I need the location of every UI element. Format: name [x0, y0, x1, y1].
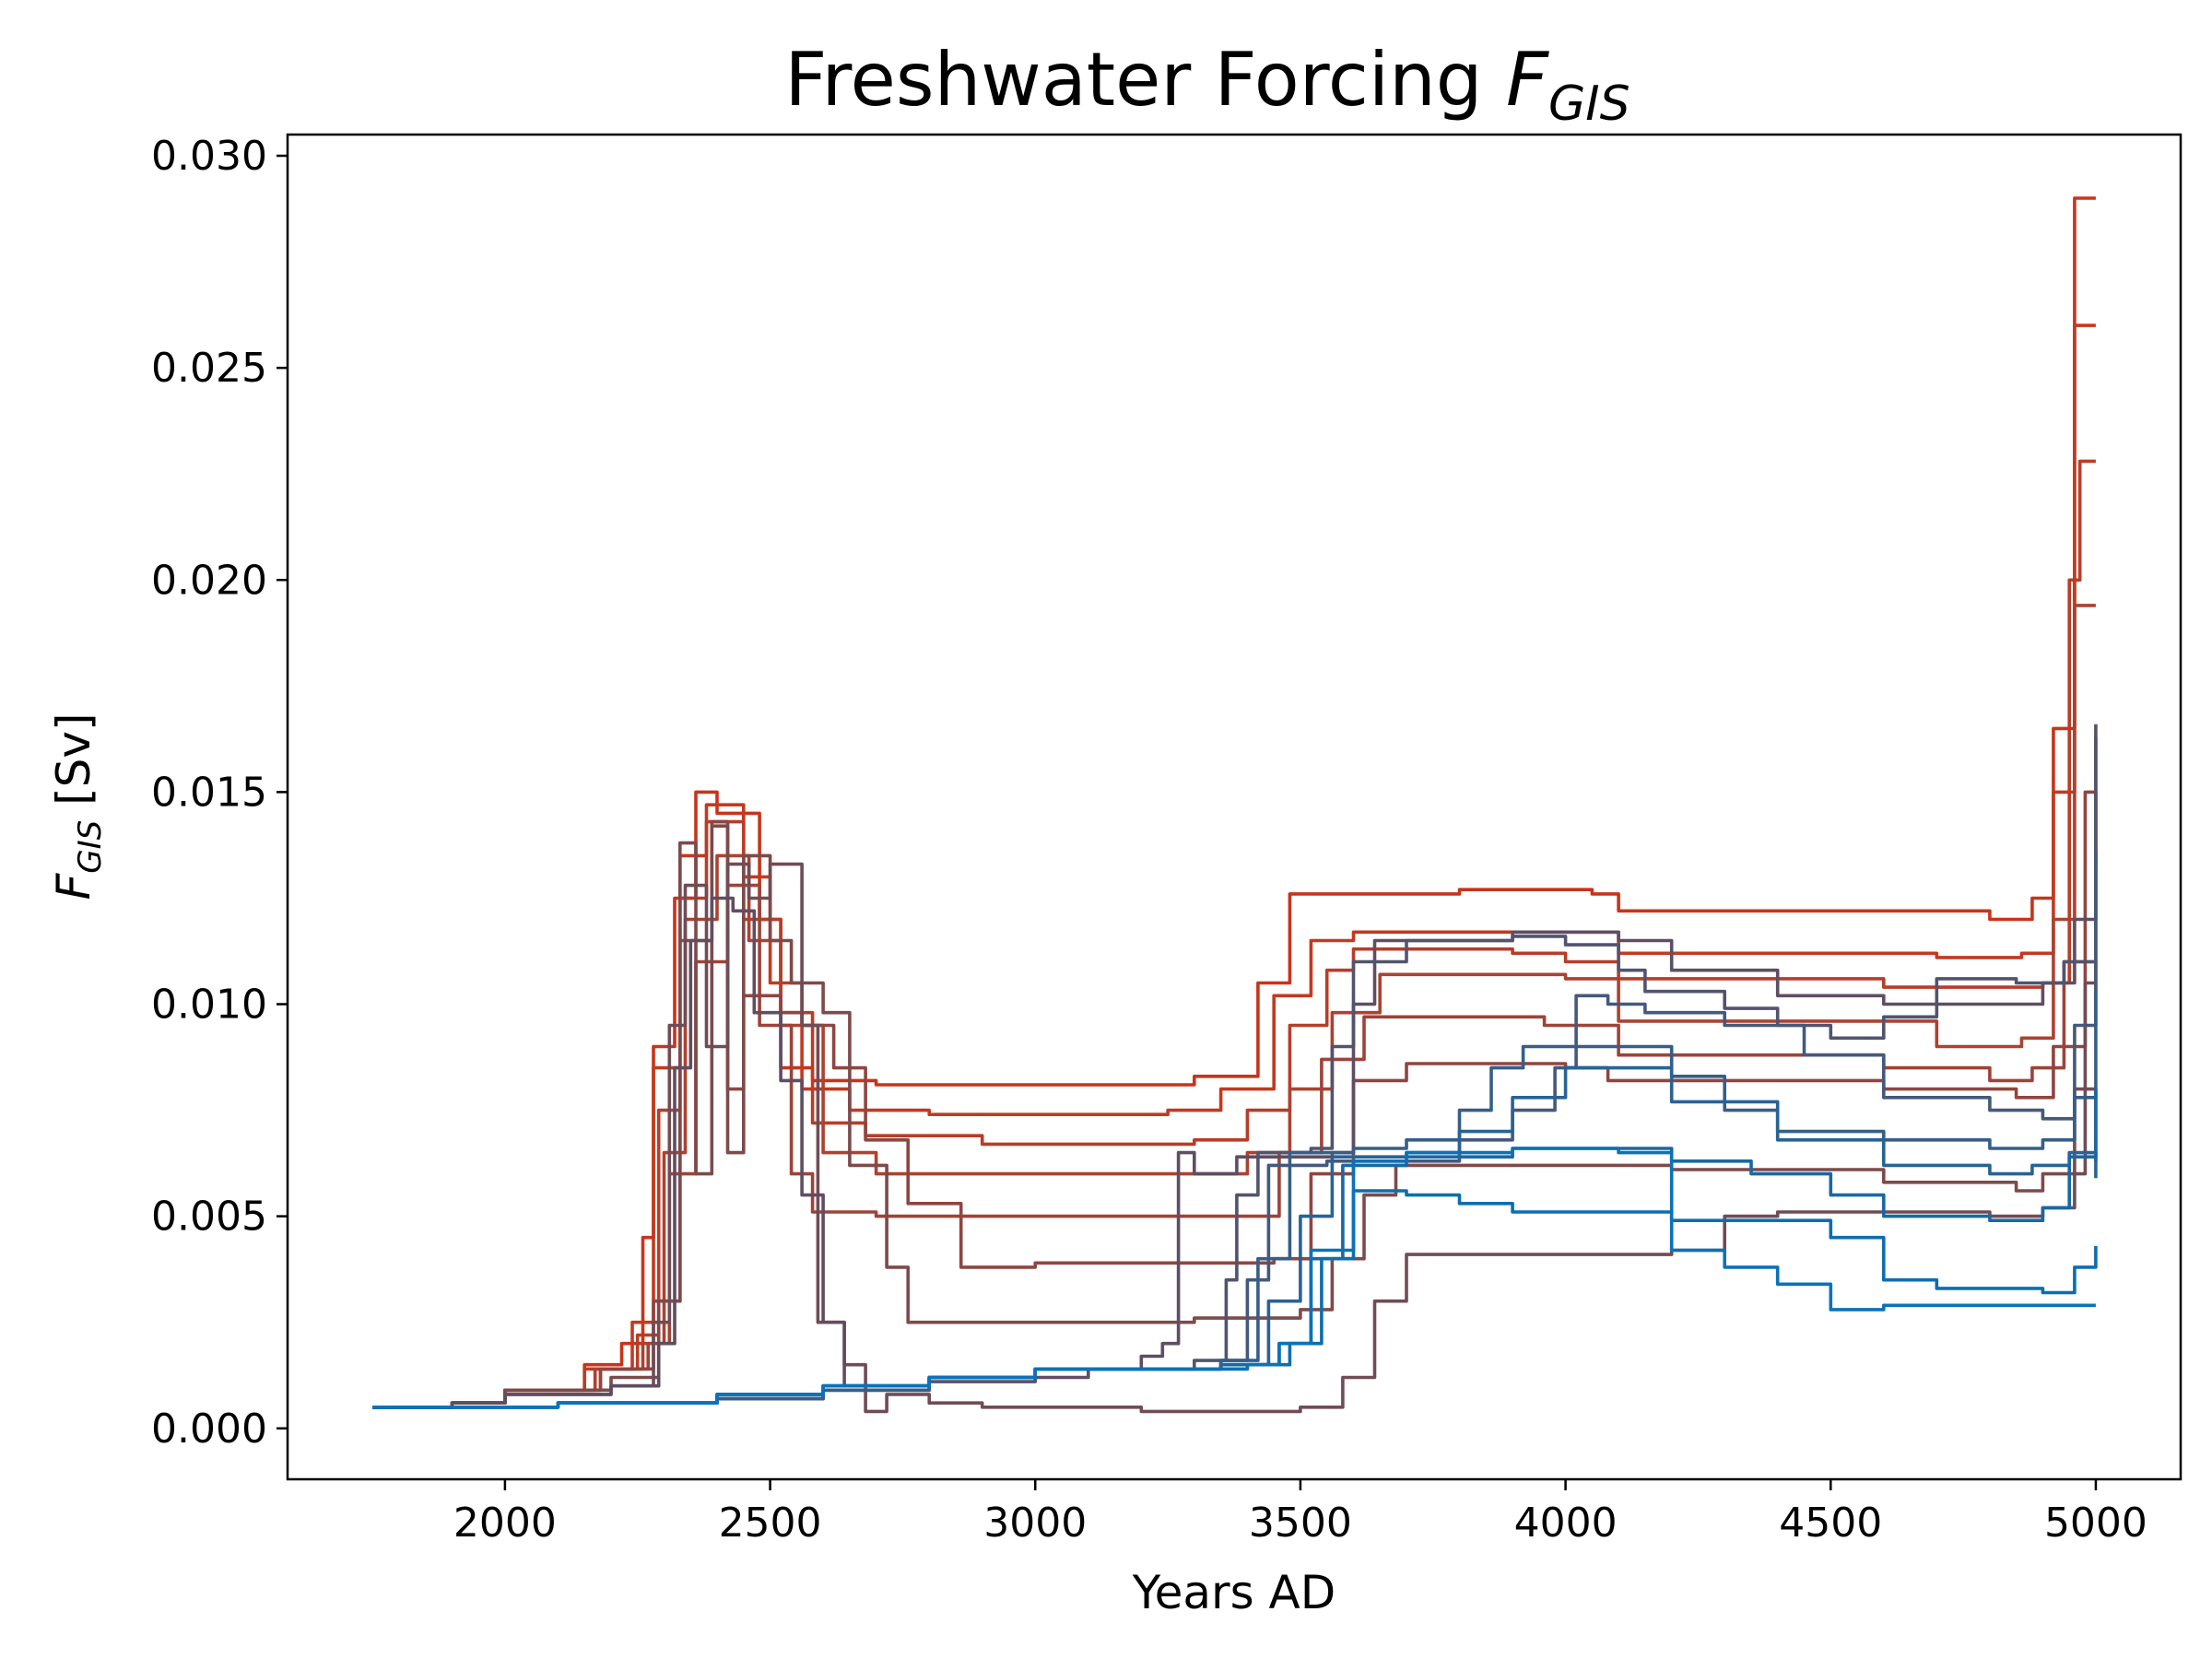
series-line-1 — [372, 196, 2096, 1409]
series-line-5 — [372, 883, 2098, 1409]
plot-frame — [286, 133, 2183, 1481]
series-line-3 — [372, 459, 2096, 1409]
y-tick-label: 0.005 — [151, 1194, 267, 1241]
y-axis-label-sub: GIS — [72, 820, 109, 874]
x-tick-label: 2000 — [453, 1500, 557, 1547]
series-layer — [372, 196, 2098, 1414]
x-tick-label: 2500 — [719, 1500, 822, 1547]
chart-title-var: F — [1506, 37, 1549, 123]
y-axis-label: FGIS [Sv] — [47, 713, 109, 900]
y-tick-label: 0.020 — [151, 557, 267, 604]
x-axis: 2000 2500 3000 3500 4000 4500 5000 — [453, 1479, 2147, 1547]
y-axis-label-var: F — [47, 872, 100, 900]
x-tick-label: 5000 — [2044, 1500, 2147, 1547]
series-line-10 — [372, 736, 2098, 1409]
y-tick-label: 0.010 — [151, 982, 267, 1029]
x-tick-label: 3500 — [1249, 1500, 1352, 1547]
x-tick-label: 3000 — [983, 1500, 1087, 1547]
series-line-2 — [372, 324, 2096, 1409]
x-tick-label: 4000 — [1514, 1500, 1618, 1547]
series-line-15 — [372, 1189, 2098, 1409]
chart-title: Freshwater Forcing FGIS — [784, 37, 1630, 132]
chart-title-sub: GIS — [1548, 76, 1630, 132]
series-line-9 — [372, 724, 2098, 1409]
series-line-8 — [372, 862, 2096, 1414]
y-axis-label-unit: [Sv] — [47, 713, 100, 820]
y-tick-label: 0.030 — [151, 133, 267, 180]
series-line-16 — [372, 1147, 2096, 1409]
y-tick-label: 0.025 — [151, 345, 267, 392]
chart-title-main: Freshwater Forcing — [784, 37, 1506, 123]
series-line-7 — [372, 824, 2098, 1409]
x-tick-label: 4500 — [1779, 1500, 1882, 1547]
series-line-6 — [372, 790, 2098, 1409]
series-line-4 — [372, 604, 2096, 1409]
y-tick-label: 0.015 — [151, 769, 267, 816]
y-tick-label: 0.000 — [151, 1406, 267, 1453]
y-axis: 0.000 0.005 0.010 0.015 0.020 0.025 0.030 — [151, 133, 288, 1453]
x-axis-label: Years AD — [1132, 1566, 1336, 1619]
